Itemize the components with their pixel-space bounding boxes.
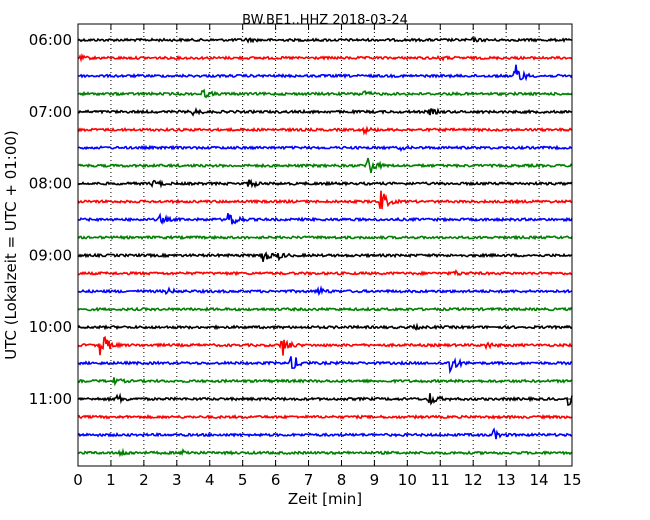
seismic-trace — [77, 427, 573, 440]
x-tick-label: 14 — [530, 471, 549, 489]
x-tick-label: 5 — [238, 471, 248, 489]
seismic-trace — [77, 251, 573, 262]
seismic-trace — [77, 36, 573, 44]
seismic-trace — [77, 64, 573, 82]
x-tick-label: 10 — [398, 471, 417, 489]
y-tick-label: 07:00 — [29, 103, 72, 121]
seismic-trace — [77, 144, 572, 152]
y-axis-title: UTC (Lokalzeit = UTC + 01:00) — [2, 130, 20, 360]
seismic-trace — [77, 356, 573, 375]
x-tick-label: 8 — [337, 471, 347, 489]
seismic-trace — [77, 234, 573, 241]
y-tick-label: 08:00 — [29, 175, 72, 193]
seismic-trace — [77, 125, 573, 136]
seismic-trace — [77, 157, 573, 174]
seismic-trace — [77, 190, 572, 210]
seismic-trace — [77, 52, 573, 63]
x-tick-label: 6 — [271, 471, 281, 489]
seismic-trace — [77, 106, 573, 117]
seismic-trace — [77, 322, 573, 331]
seismic-trace — [77, 178, 573, 189]
seismic-trace — [77, 212, 573, 225]
seismic-trace — [77, 377, 573, 387]
y-tick-label: 06:00 — [29, 31, 72, 49]
seismic-trace — [77, 306, 573, 313]
plot-frame — [77, 23, 573, 467]
x-tick-label: 0 — [73, 471, 83, 489]
seismic-trace — [77, 88, 573, 99]
seismic-trace — [77, 285, 573, 297]
x-tick-label: 13 — [497, 471, 516, 489]
chart-title: BW.BE1..HHZ 2018-03-24 — [242, 13, 408, 28]
y-tick-label: 10:00 — [29, 318, 72, 336]
x-tick-label: 7 — [304, 471, 314, 489]
x-tick-label: 9 — [370, 471, 380, 489]
x-tick-label: 4 — [205, 471, 215, 489]
x-axis-title: Zeit [min] — [288, 490, 362, 508]
x-axis-ticks: 0 1 2 3 4 5 6 7 8 9 10 11 12 13 14 15 — [73, 24, 582, 489]
seismic-trace — [77, 269, 573, 277]
x-tick-label: 15 — [562, 471, 581, 489]
vertical-grid — [110, 24, 540, 466]
traces — [77, 36, 573, 458]
y-axis-ticks: 06:00 07:00 08:00 09:00 10:00 11:00 — [29, 31, 572, 408]
x-tick-label: 1 — [106, 471, 116, 489]
y-tick-label: 11:00 — [29, 390, 72, 408]
x-tick-label: 2 — [139, 471, 149, 489]
x-tick-label: 12 — [464, 471, 483, 489]
seismic-trace — [77, 392, 573, 407]
x-tick-label: 3 — [172, 471, 182, 489]
seismic-trace — [77, 447, 573, 458]
x-tick-label: 11 — [431, 471, 450, 489]
y-tick-label: 09:00 — [29, 246, 72, 264]
seismic-trace — [77, 335, 573, 356]
seismic-trace — [77, 414, 573, 420]
